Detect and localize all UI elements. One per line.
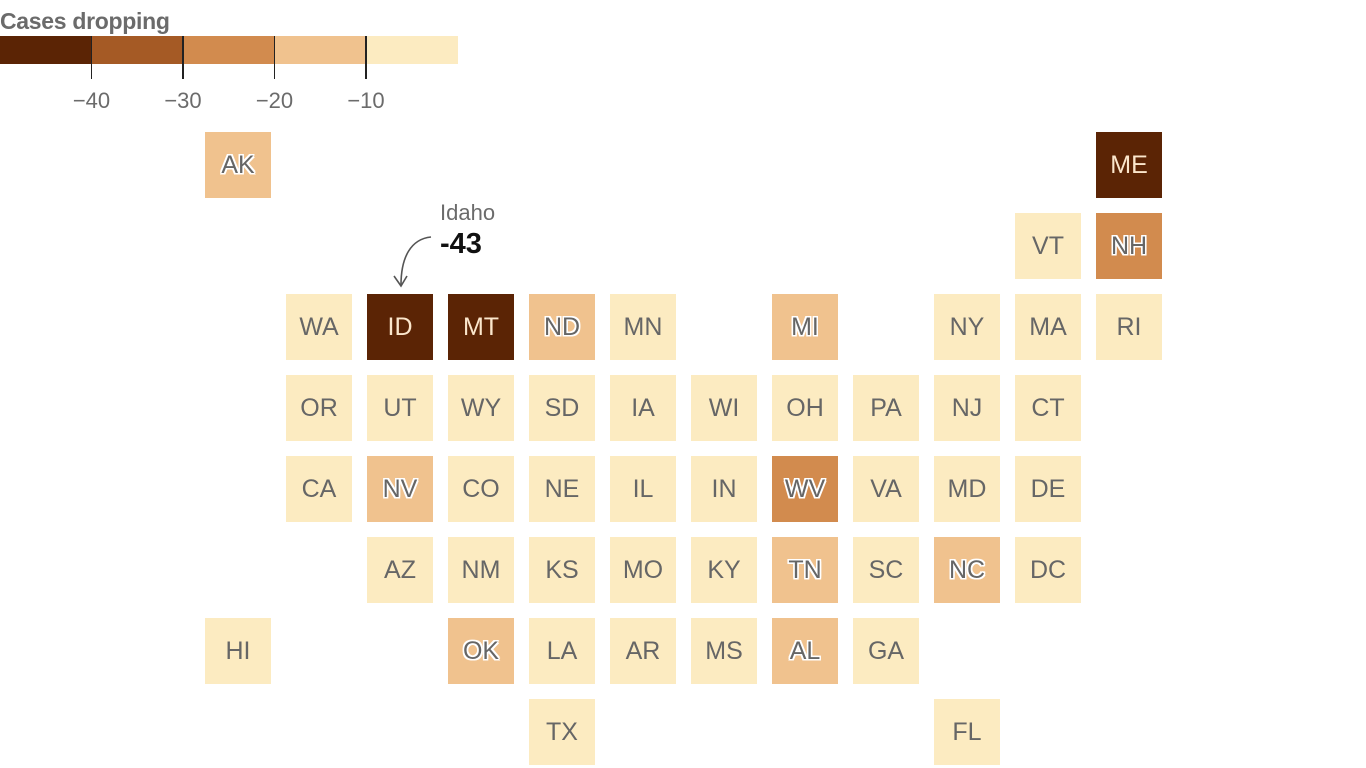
state-tile-dc: DC [1015,537,1081,603]
legend-swatch [366,36,458,64]
legend-tick-label: −40 [72,88,111,113]
state-tile-ne: NE [529,456,595,522]
state-tile-de: DE [1015,456,1081,522]
state-tile-ia: IA [610,375,676,441]
state-tile-hi: HI [205,618,271,684]
state-tile-wi: WI [691,375,757,441]
state-tile-ny: NY [934,294,1000,360]
legend-tick [182,36,184,79]
state-tile-ks: KS [529,537,595,603]
state-tile-id: ID [367,294,433,360]
state-tile-ak: AK [205,132,271,198]
state-tile-ky: KY [691,537,757,603]
state-tile-az: AZ [367,537,433,603]
state-tile-nj: NJ [934,375,1000,441]
state-tile-va: VA [853,456,919,522]
legend-swatch [0,36,92,64]
legend-tick-label: −10 [347,88,385,113]
state-tile-nd: ND [529,294,595,360]
state-tile-vt: VT [1015,213,1081,279]
state-tile-il: IL [610,456,676,522]
legend-tick [273,36,276,79]
state-tile-ms: MS [691,618,757,684]
state-tile-ma: MA [1015,294,1081,360]
state-tile-wv: WV [772,456,838,522]
state-tile-pa: PA [853,375,919,441]
legend-swatch [183,36,275,64]
state-tile-fl: FL [934,699,1000,765]
annotation-arrow [393,236,432,288]
legend-swatch [274,36,366,64]
state-tile-nv: NV [367,456,433,522]
state-tile-mt: MT [448,294,514,360]
legend-tick [365,36,367,79]
state-tile-tn: TN [772,537,838,603]
legend-tick [90,36,93,79]
state-tile-wy: WY [448,375,514,441]
state-tile-me: ME [1096,132,1162,198]
state-tile-or: OR [286,375,352,441]
state-tile-tx: TX [529,699,595,765]
state-tile-mn: MN [610,294,676,360]
state-tile-sd: SD [529,375,595,441]
state-tile-ca: CA [286,456,352,522]
state-tile-in: IN [691,456,757,522]
state-tile-wa: WA [286,294,352,360]
annotation-state-name: Idaho [440,200,496,225]
legend-title: Cases dropping [0,8,170,34]
state-tile-nh: NH [1096,213,1162,279]
legend-swatch [91,36,183,64]
state-tile-ct: CT [1015,375,1081,441]
legend-tick-label: −30 [164,88,202,113]
state-tile-la: LA [529,618,595,684]
state-tile-al: AL [772,618,838,684]
state-tile-co: CO [448,456,514,522]
state-tile-ok: OK [448,618,514,684]
legend-tick-label: −20 [255,88,294,113]
state-tile-oh: OH [772,375,838,441]
state-tile-ut: UT [367,375,433,441]
state-tile-ga: GA [853,618,919,684]
state-tile-nc: NC [934,537,1000,603]
annotation-value: -43 [440,228,482,260]
state-tile-nm: NM [448,537,514,603]
state-tile-ri: RI [1096,294,1162,360]
state-tile-mi: MI [772,294,838,360]
state-tile-md: MD [934,456,1000,522]
state-tile-ar: AR [610,618,676,684]
state-tile-mo: MO [610,537,676,603]
state-tile-sc: SC [853,537,919,603]
